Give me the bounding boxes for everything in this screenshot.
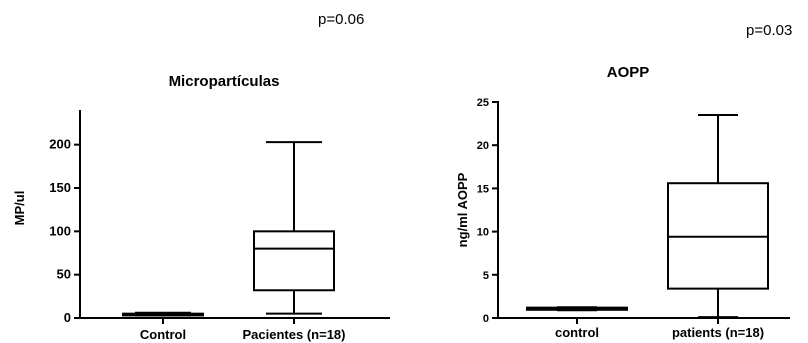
chart-panel-aopp: p=0.03 AOPP ng/ml AOPP 0 5 10 15 20 25 contro… [455, 22, 792, 340]
box-plot [667, 113, 769, 319]
category-labels: control patients (n=18) [555, 318, 764, 340]
box-iqr [253, 230, 335, 292]
y-ticks: 0 5 10 15 20 25 [477, 97, 498, 325]
y-tick-label: 10 [477, 227, 489, 239]
y-tick-label: 20 [477, 140, 489, 152]
y-ticks: 0 50 100 150 200 [49, 137, 80, 325]
box-plots [526, 113, 769, 319]
p-value-annotation: p=0.06 [318, 11, 364, 28]
y-axis-label: MP/ul [12, 191, 27, 226]
x-category-label: control [555, 325, 599, 340]
category-labels: Control Pacientes (n=18) [140, 318, 346, 342]
y-axis-label: ng/ml AOPP [455, 172, 470, 247]
box-plot [253, 141, 335, 315]
y-tick-label: 15 [477, 183, 489, 195]
box-plots [122, 141, 335, 317]
y-tick-label: 150 [49, 180, 71, 195]
y-tick-label: 25 [477, 97, 489, 109]
chart-panel-microparticulas: p=0.06 Micropartículas MP/ul 0 50 100 150 20… [12, 11, 390, 342]
y-tick-label: 5 [483, 270, 489, 282]
x-category-label: patients (n=18) [672, 325, 764, 340]
box-plot [122, 311, 204, 317]
box-plot [526, 306, 628, 312]
x-category-label: Pacientes (n=18) [243, 327, 346, 342]
chart-title: AOPP [607, 64, 650, 81]
y-tick-label: 0 [483, 313, 489, 325]
y-tick-label: 100 [49, 223, 71, 238]
p-value-annotation: p=0.03 [746, 22, 792, 39]
y-tick-label: 50 [57, 267, 71, 282]
y-tick-label: 0 [64, 310, 71, 325]
x-category-label: Control [140, 327, 186, 342]
chart-title: Micropartículas [169, 73, 280, 90]
y-tick-label: 200 [49, 137, 71, 152]
